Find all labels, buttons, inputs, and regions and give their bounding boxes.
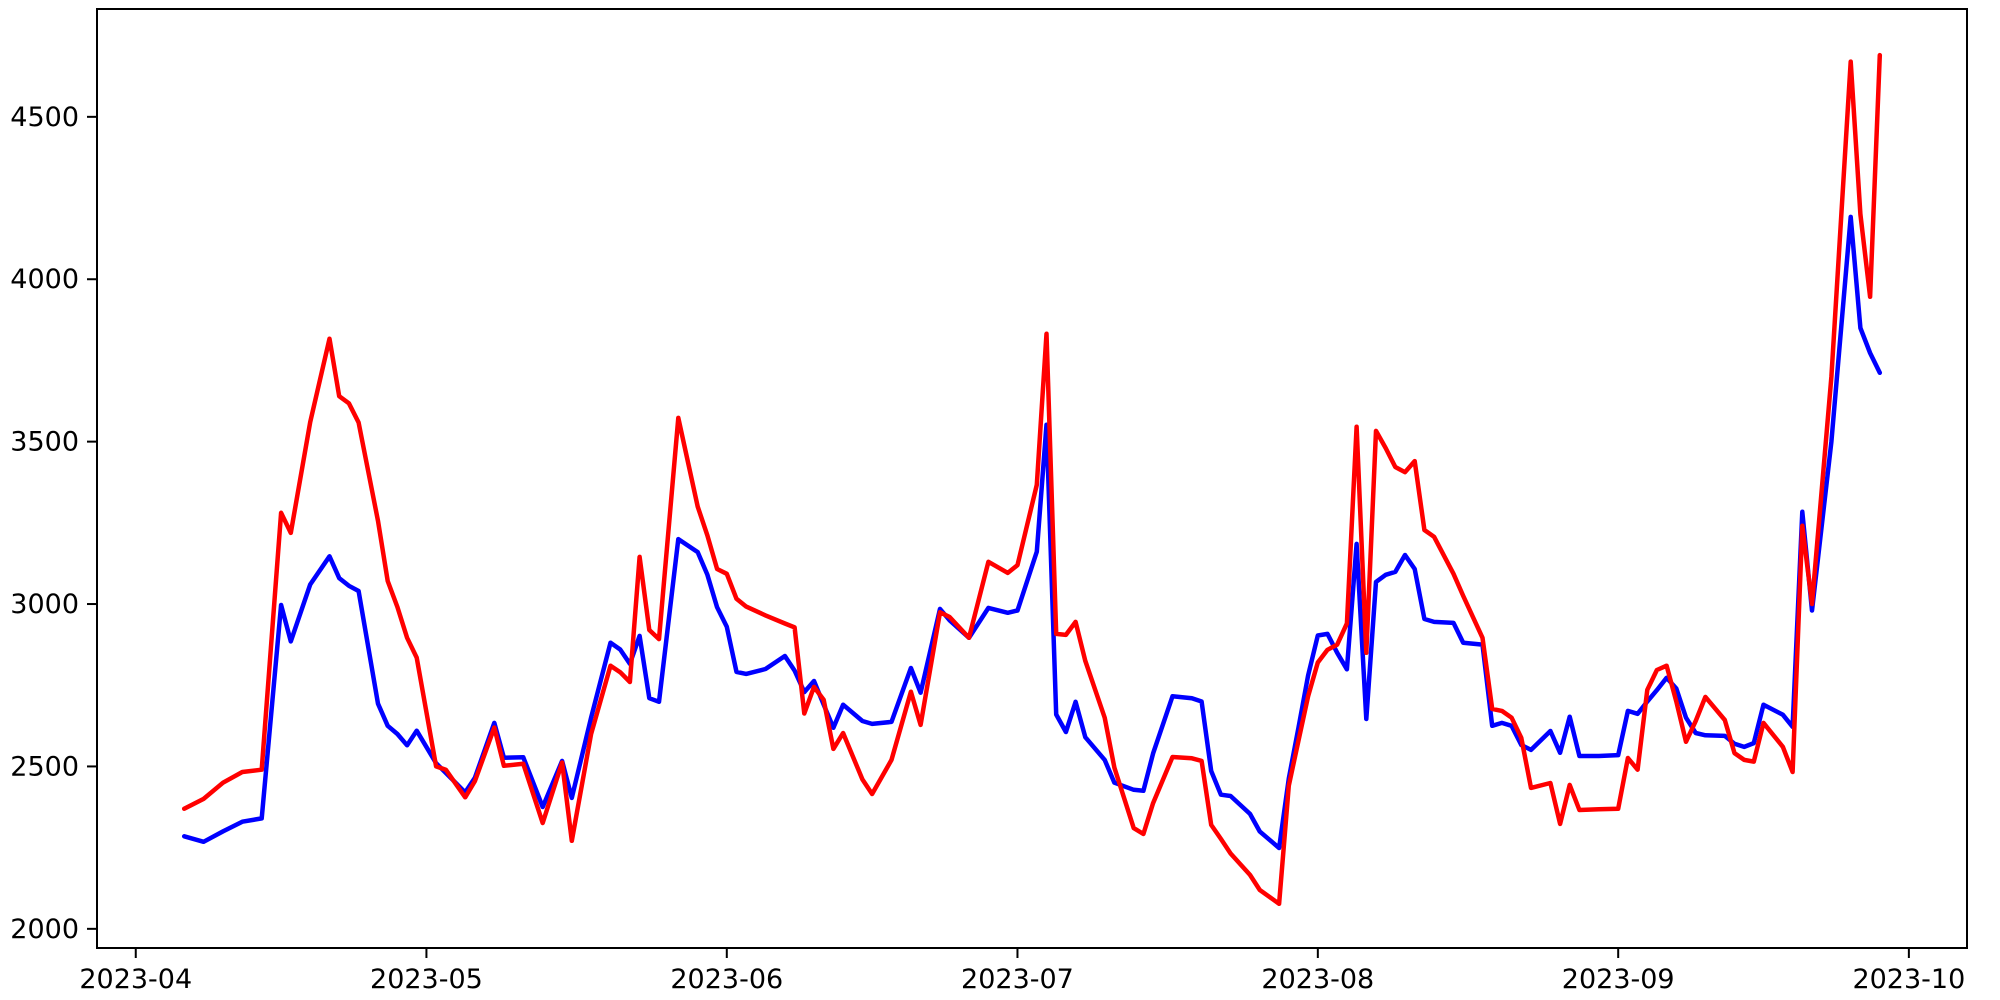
y-tick-label: 3000 <box>10 589 79 620</box>
axes-spines <box>96 8 1968 949</box>
x-tick-label: 2023-10 <box>1852 964 1965 995</box>
y-tick-label: 2500 <box>10 751 79 782</box>
y-tick-label: 3500 <box>10 427 79 458</box>
x-tick-label: 2023-09 <box>1562 964 1675 995</box>
x-tick-label: 2023-04 <box>79 964 192 995</box>
plot-area <box>181 52 1883 907</box>
x-tick-label: 2023-05 <box>370 964 483 995</box>
y-tick-label: 4000 <box>10 264 79 295</box>
y-axis: 2000 2500 3000 3500 4000 4500 <box>10 102 97 945</box>
x-tick-label: 2023-06 <box>670 964 783 995</box>
x-axis: 2023-04 2023-05 2023-06 2023-07 2023-08 2023-… <box>79 948 1965 995</box>
y-tick-label: 2000 <box>10 914 79 945</box>
x-tick-label: 2023-07 <box>961 964 1074 995</box>
blue-series-line <box>181 214 1883 851</box>
x-tick-label: 2023-08 <box>1261 964 1374 995</box>
red-series-line <box>181 52 1883 907</box>
y-tick-label: 4500 <box>10 102 79 133</box>
